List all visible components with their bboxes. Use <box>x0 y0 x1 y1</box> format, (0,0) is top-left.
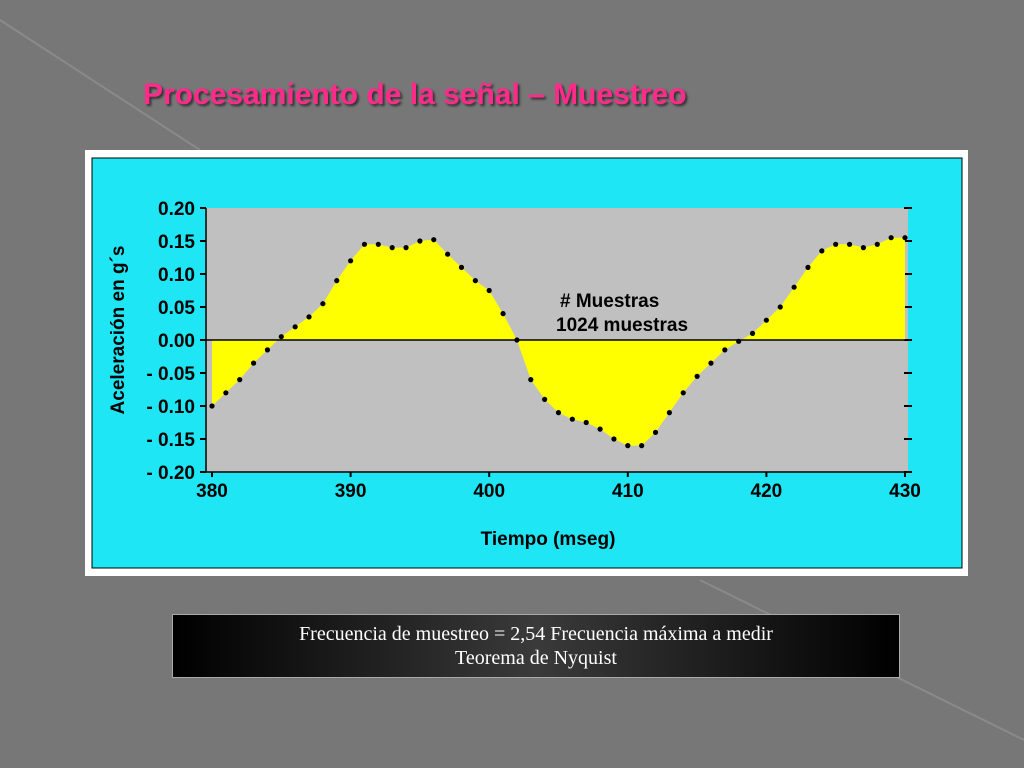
data-point <box>264 347 271 353</box>
data-point <box>403 245 409 251</box>
data-point <box>583 419 589 426</box>
x-tick-label: 380 <box>196 481 228 502</box>
data-point <box>542 396 548 402</box>
data-point <box>209 403 215 409</box>
data-point <box>292 324 298 330</box>
x-axis-label: Tiempo (mseg) <box>481 529 616 550</box>
data-point <box>417 238 423 244</box>
data-point <box>486 287 492 294</box>
data-point <box>555 410 562 416</box>
data-point <box>888 235 894 241</box>
data-point <box>902 235 908 241</box>
data-point <box>569 416 575 422</box>
data-point <box>445 251 451 257</box>
data-point <box>361 241 368 247</box>
y-tick-label: - 0.15 <box>146 430 195 451</box>
data-point <box>819 248 825 254</box>
data-point <box>846 241 853 247</box>
data-point <box>223 390 229 396</box>
caption-box: Frecuencia de muestreo = 2,54 Frecuencia… <box>172 614 900 678</box>
slide-title: Procesamiento de la señal – Muestreo <box>143 78 687 111</box>
data-point <box>805 264 811 270</box>
data-point <box>306 314 312 320</box>
data-point <box>472 278 478 284</box>
data-point <box>652 429 659 435</box>
data-point <box>431 237 437 243</box>
data-point <box>237 377 243 383</box>
caption-line: Teorema de Nyquist <box>455 647 617 669</box>
data-point <box>639 443 645 449</box>
y-axis-label: Aceleración en g´s <box>108 246 129 415</box>
data-point <box>736 338 742 344</box>
data-point <box>375 241 381 247</box>
y-tick-label: 0.00 <box>158 331 195 352</box>
y-tick-label: 0.15 <box>158 232 195 253</box>
data-point <box>708 360 714 366</box>
x-tick-label: 420 <box>751 481 783 502</box>
data-point <box>694 373 700 379</box>
data-point <box>334 278 340 284</box>
data-point <box>680 390 686 396</box>
data-point <box>625 443 631 449</box>
data-point <box>722 347 728 353</box>
data-point <box>777 304 783 310</box>
area-fill <box>212 237 905 446</box>
y-tick-label: 0.20 <box>158 199 195 220</box>
annotation: 1024 muestras <box>556 315 688 336</box>
data-point <box>514 337 520 343</box>
data-point <box>874 241 880 247</box>
x-tick-label: 400 <box>473 481 505 502</box>
x-tick-label: 430 <box>889 481 921 502</box>
data-point <box>597 426 603 432</box>
y-tick-label: - 0.05 <box>146 364 195 385</box>
data-point <box>500 311 506 317</box>
data-point <box>278 334 284 340</box>
data-point <box>320 301 326 307</box>
data-point <box>666 410 672 416</box>
data-point <box>458 264 465 270</box>
data-point <box>611 436 617 442</box>
y-tick-label: 0.10 <box>158 265 195 286</box>
data-point <box>389 245 395 251</box>
data-point <box>250 360 257 366</box>
data-point <box>763 317 770 323</box>
data-point <box>348 258 354 264</box>
y-tick-label: - 0.10 <box>146 397 195 418</box>
y-tick-label: 0.05 <box>158 298 195 319</box>
annotation: # Muestras <box>560 291 659 312</box>
data-point <box>749 330 756 336</box>
y-tick-label: - 0.20 <box>146 463 195 484</box>
caption-line: Frecuencia de muestreo = 2,54 Frecuencia… <box>299 623 773 645</box>
data-point <box>860 245 867 251</box>
x-tick-label: 410 <box>612 481 644 502</box>
data-point <box>528 377 534 383</box>
data-point <box>833 241 839 247</box>
x-tick-label: 390 <box>335 481 367 502</box>
data-point <box>791 284 797 290</box>
